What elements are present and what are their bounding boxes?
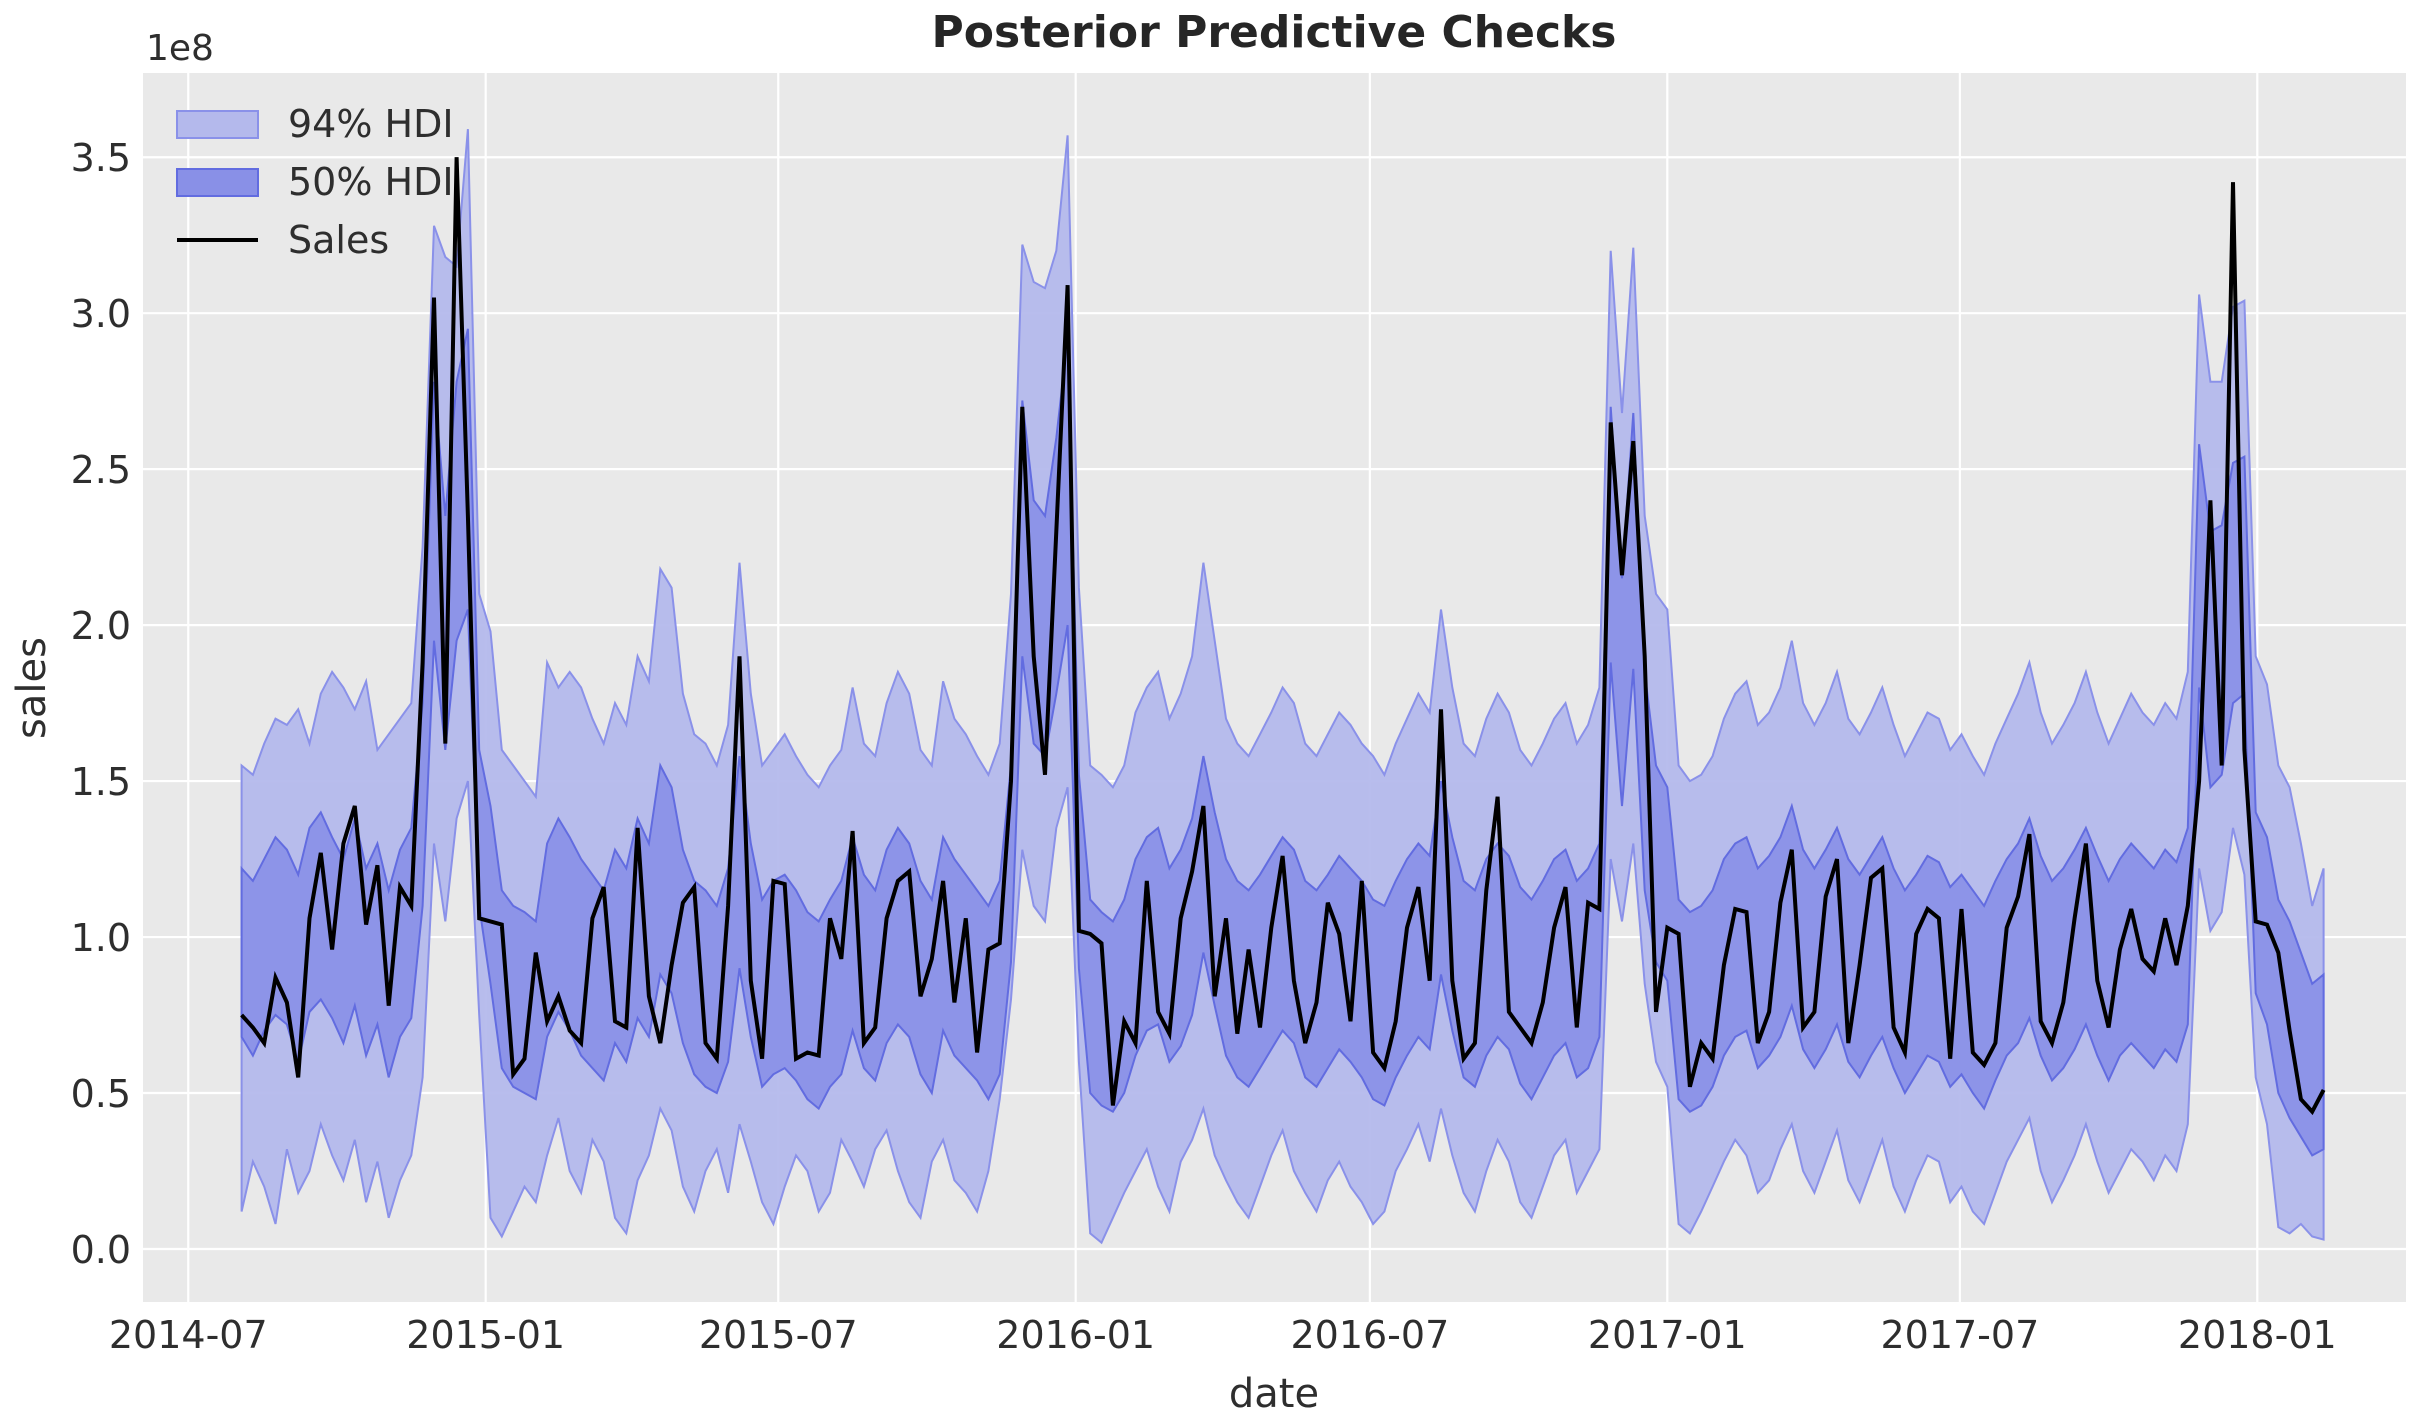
x-tick-label: 2014-07 [109,1313,268,1357]
y-tick-label: 3.5 [71,136,131,180]
x-tick-label: 2016-07 [1290,1313,1449,1357]
y-tick-label: 2.0 [71,604,131,648]
x-tick-label: 2015-01 [406,1313,565,1357]
y-axis-offset-text: 1e8 [146,28,214,69]
chart-title: Posterior Predictive Checks [932,7,1617,58]
legend-label-50-hdi: 50% HDI [288,160,454,204]
y-tick-label: 3.0 [71,292,131,336]
data-layer [240,129,2326,1245]
y-tick-label: 1.5 [71,760,131,804]
y-tick-label: 0.5 [71,1072,131,1116]
y-axis-label: sales [9,637,55,739]
y-tick-label: 1.0 [71,916,131,960]
x-tick-label: 2016-01 [996,1313,1155,1357]
hdi-50-band [240,328,2325,1157]
y-tick-label: 2.5 [71,448,131,492]
legend-swatch-50-hdi [176,168,259,197]
legend-label-94-hdi: 94% HDI [288,102,454,146]
y-tick-label: 0.0 [71,1228,131,1272]
x-tick-labels: 2014-07 2015-01 2015-07 2016-01 2016-07 2017-… [109,1313,2337,1357]
legend-label-sales: Sales [288,218,389,262]
x-axis-label: date [1229,1371,1319,1417]
x-tick-label: 2018-01 [2178,1313,2337,1357]
sales-line [240,157,2326,1116]
legend: 94% HDI 50% HDI Sales [176,102,454,262]
x-tick-label: 2017-07 [1880,1313,2039,1357]
x-tick-label: 2015-07 [699,1313,858,1357]
y-tick-labels: 0.0 0.5 1.0 1.5 2.0 2.5 3.0 3.5 [71,136,131,1272]
legend-swatch-94-hdi [176,110,259,139]
x-tick-label: 2017-01 [1588,1313,1747,1357]
